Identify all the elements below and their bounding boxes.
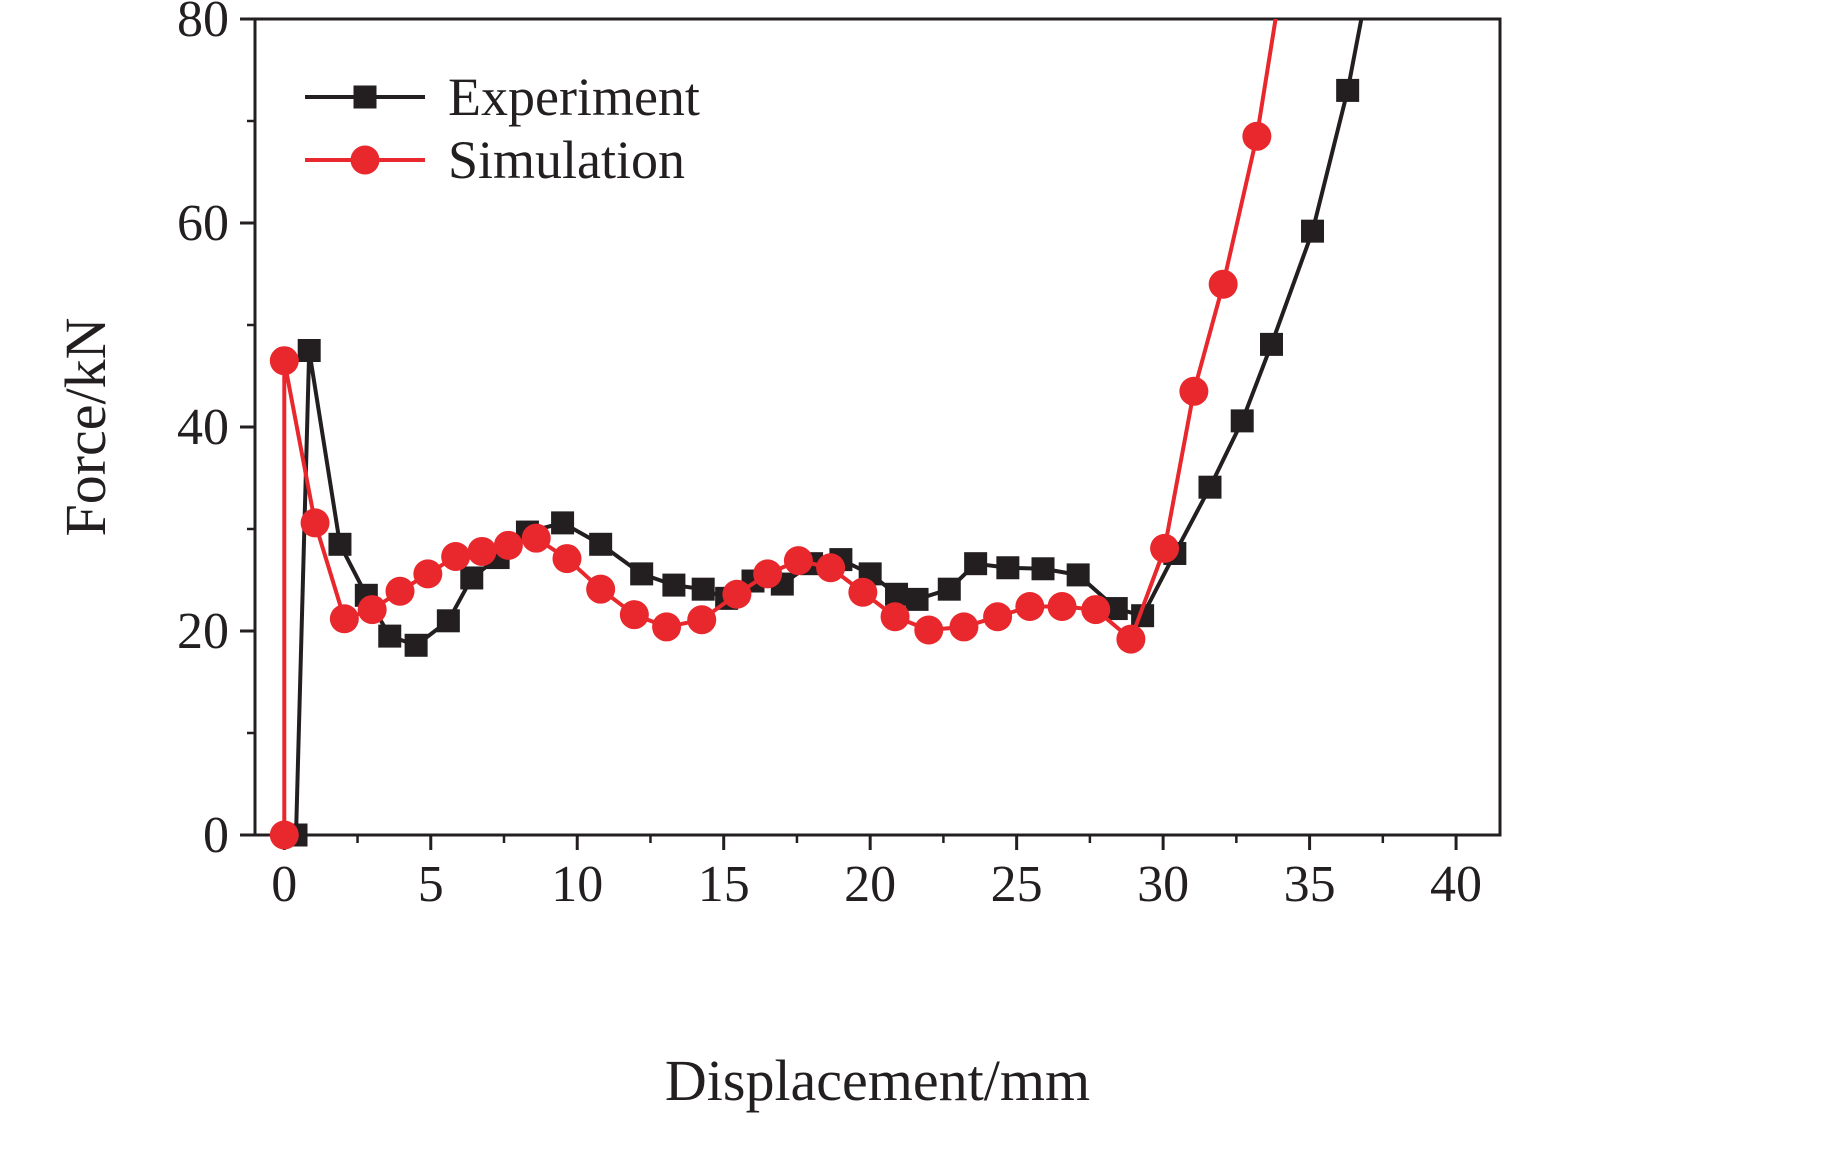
y-axis-tick-label: 60 <box>177 195 229 252</box>
legend-label: Experiment <box>448 67 700 127</box>
series-simulation-marker <box>1242 121 1272 151</box>
series-simulation-marker <box>521 523 551 553</box>
x-axis-tick-label: 30 <box>1137 856 1189 913</box>
series-simulation-marker <box>1179 376 1209 406</box>
series-experiment-marker <box>1198 475 1222 499</box>
series-experiment-marker <box>691 577 715 601</box>
x-axis-tick-label: 0 <box>271 856 297 913</box>
series-simulation-marker <box>413 559 443 589</box>
legend-item-simulation: Simulation <box>305 130 685 190</box>
x-axis-title: Displacement/mm <box>665 1048 1090 1113</box>
series-experiment-marker <box>885 582 909 606</box>
series-simulation-marker <box>619 600 649 630</box>
series-simulation-marker <box>552 544 582 574</box>
series-simulation-marker <box>1047 592 1077 622</box>
series-simulation-marker <box>753 559 783 589</box>
series-simulation-marker <box>949 612 979 642</box>
series-experiment-marker <box>436 609 460 633</box>
series-simulation-marker <box>816 553 846 583</box>
series-simulation-marker <box>586 574 616 604</box>
series-experiment-marker <box>1260 332 1284 356</box>
y-axis-tick-label: 40 <box>177 399 229 456</box>
x-axis-tick-label: 5 <box>418 856 444 913</box>
series-simulation-marker <box>1150 533 1180 563</box>
series-experiment-marker <box>1104 597 1128 621</box>
series-simulation-marker <box>493 530 523 560</box>
series-experiment-marker <box>353 85 377 109</box>
series-simulation-marker <box>269 346 299 376</box>
series-experiment-marker <box>630 562 654 586</box>
legend-label: Simulation <box>448 130 685 190</box>
series-experiment <box>284 19 1364 847</box>
series-experiment-marker <box>1066 563 1090 587</box>
series-experiment-marker <box>996 556 1020 580</box>
x-axis-tick-label: 15 <box>698 856 750 913</box>
series-simulation-marker <box>722 579 752 609</box>
series-experiment-marker <box>404 633 428 657</box>
series-simulation-marker <box>269 820 299 850</box>
x-axis-tick-label: 40 <box>1430 856 1482 913</box>
series-experiment-marker <box>905 587 929 611</box>
series-experiment-marker <box>297 339 321 362</box>
series-simulation-marker <box>848 577 878 607</box>
series-simulation-marker <box>1116 624 1146 654</box>
series-simulation-marker <box>385 576 415 606</box>
series-experiment-marker <box>1301 219 1325 243</box>
plot-frame <box>253 17 1502 837</box>
series-simulation-line <box>282 19 1278 835</box>
legend-item-experiment: Experiment <box>305 67 700 127</box>
series-experiment-marker <box>1031 557 1055 581</box>
x-axis-tick-label: 20 <box>844 856 896 913</box>
series-experiment-marker <box>378 624 402 648</box>
series-simulation-marker <box>350 145 380 175</box>
y-axis-tick-label: 80 <box>177 0 229 48</box>
x-axis-tick-label: 25 <box>991 856 1043 913</box>
y-axis-tick-label: 20 <box>177 603 229 660</box>
series-experiment-marker <box>937 577 961 601</box>
series-simulation-marker <box>467 536 497 566</box>
y-axis-tick-label: 0 <box>203 807 229 864</box>
series-experiment-marker <box>662 573 686 597</box>
series-simulation-marker <box>329 604 359 634</box>
series-simulation <box>269 19 1278 850</box>
series-simulation-marker <box>357 595 387 625</box>
series-experiment-marker <box>589 532 613 556</box>
series-simulation-marker <box>687 605 717 635</box>
series-experiment-marker <box>551 511 575 535</box>
series-experiment-marker <box>328 532 352 556</box>
series-simulation-marker <box>1208 269 1238 299</box>
series-simulation-marker <box>1015 592 1045 622</box>
series-simulation-marker <box>300 508 330 538</box>
x-axis-tick-label: 10 <box>551 856 603 913</box>
series-experiment-marker <box>964 552 988 576</box>
series-simulation-marker <box>880 602 910 632</box>
series-simulation-marker <box>652 612 682 642</box>
series-simulation-marker <box>914 615 944 645</box>
series-simulation-marker <box>441 542 471 572</box>
x-axis-tick-label: 35 <box>1284 856 1336 913</box>
series-experiment-marker <box>1336 78 1360 102</box>
series-simulation-marker <box>783 546 813 576</box>
y-axis-title: Force/kN <box>53 317 118 536</box>
series-simulation-marker <box>983 602 1013 632</box>
series-experiment-marker <box>460 566 484 590</box>
series-simulation-marker <box>1081 595 1111 625</box>
series-experiment-marker <box>1230 409 1254 433</box>
